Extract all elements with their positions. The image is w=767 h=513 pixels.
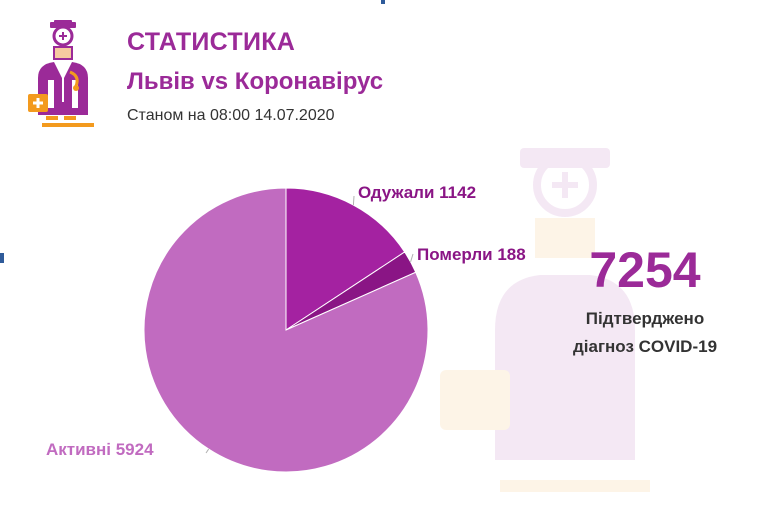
label-active: Активні 5924 [46, 440, 154, 459]
edge-marker-left [0, 253, 4, 263]
leader-line [352, 195, 355, 206]
label-recovered: Одужали 1142 [358, 183, 476, 202]
total-label-line1: Підтверджено [585, 309, 705, 328]
label-deaths: Померли 188 [417, 245, 526, 264]
leader-line [205, 448, 210, 454]
page-title: СТАТИСТИКА [127, 28, 296, 56]
report-date: Станом на 08:00 14.07.2020 [127, 107, 335, 124]
page-subtitle: Львів vs Коронавірус [127, 68, 384, 95]
total-cases-value: 7254 [589, 242, 701, 298]
total-label-line2: діагноз COVID-19 [572, 337, 718, 356]
slice-recovered [285, 187, 406, 331]
total-cases-label: Підтверджено діагноз COVID-19 [545, 305, 745, 361]
leader-line [410, 253, 414, 263]
edge-marker-top [381, 0, 385, 4]
doctor-icon [28, 20, 94, 127]
doctor-watermark-icon [440, 148, 650, 492]
